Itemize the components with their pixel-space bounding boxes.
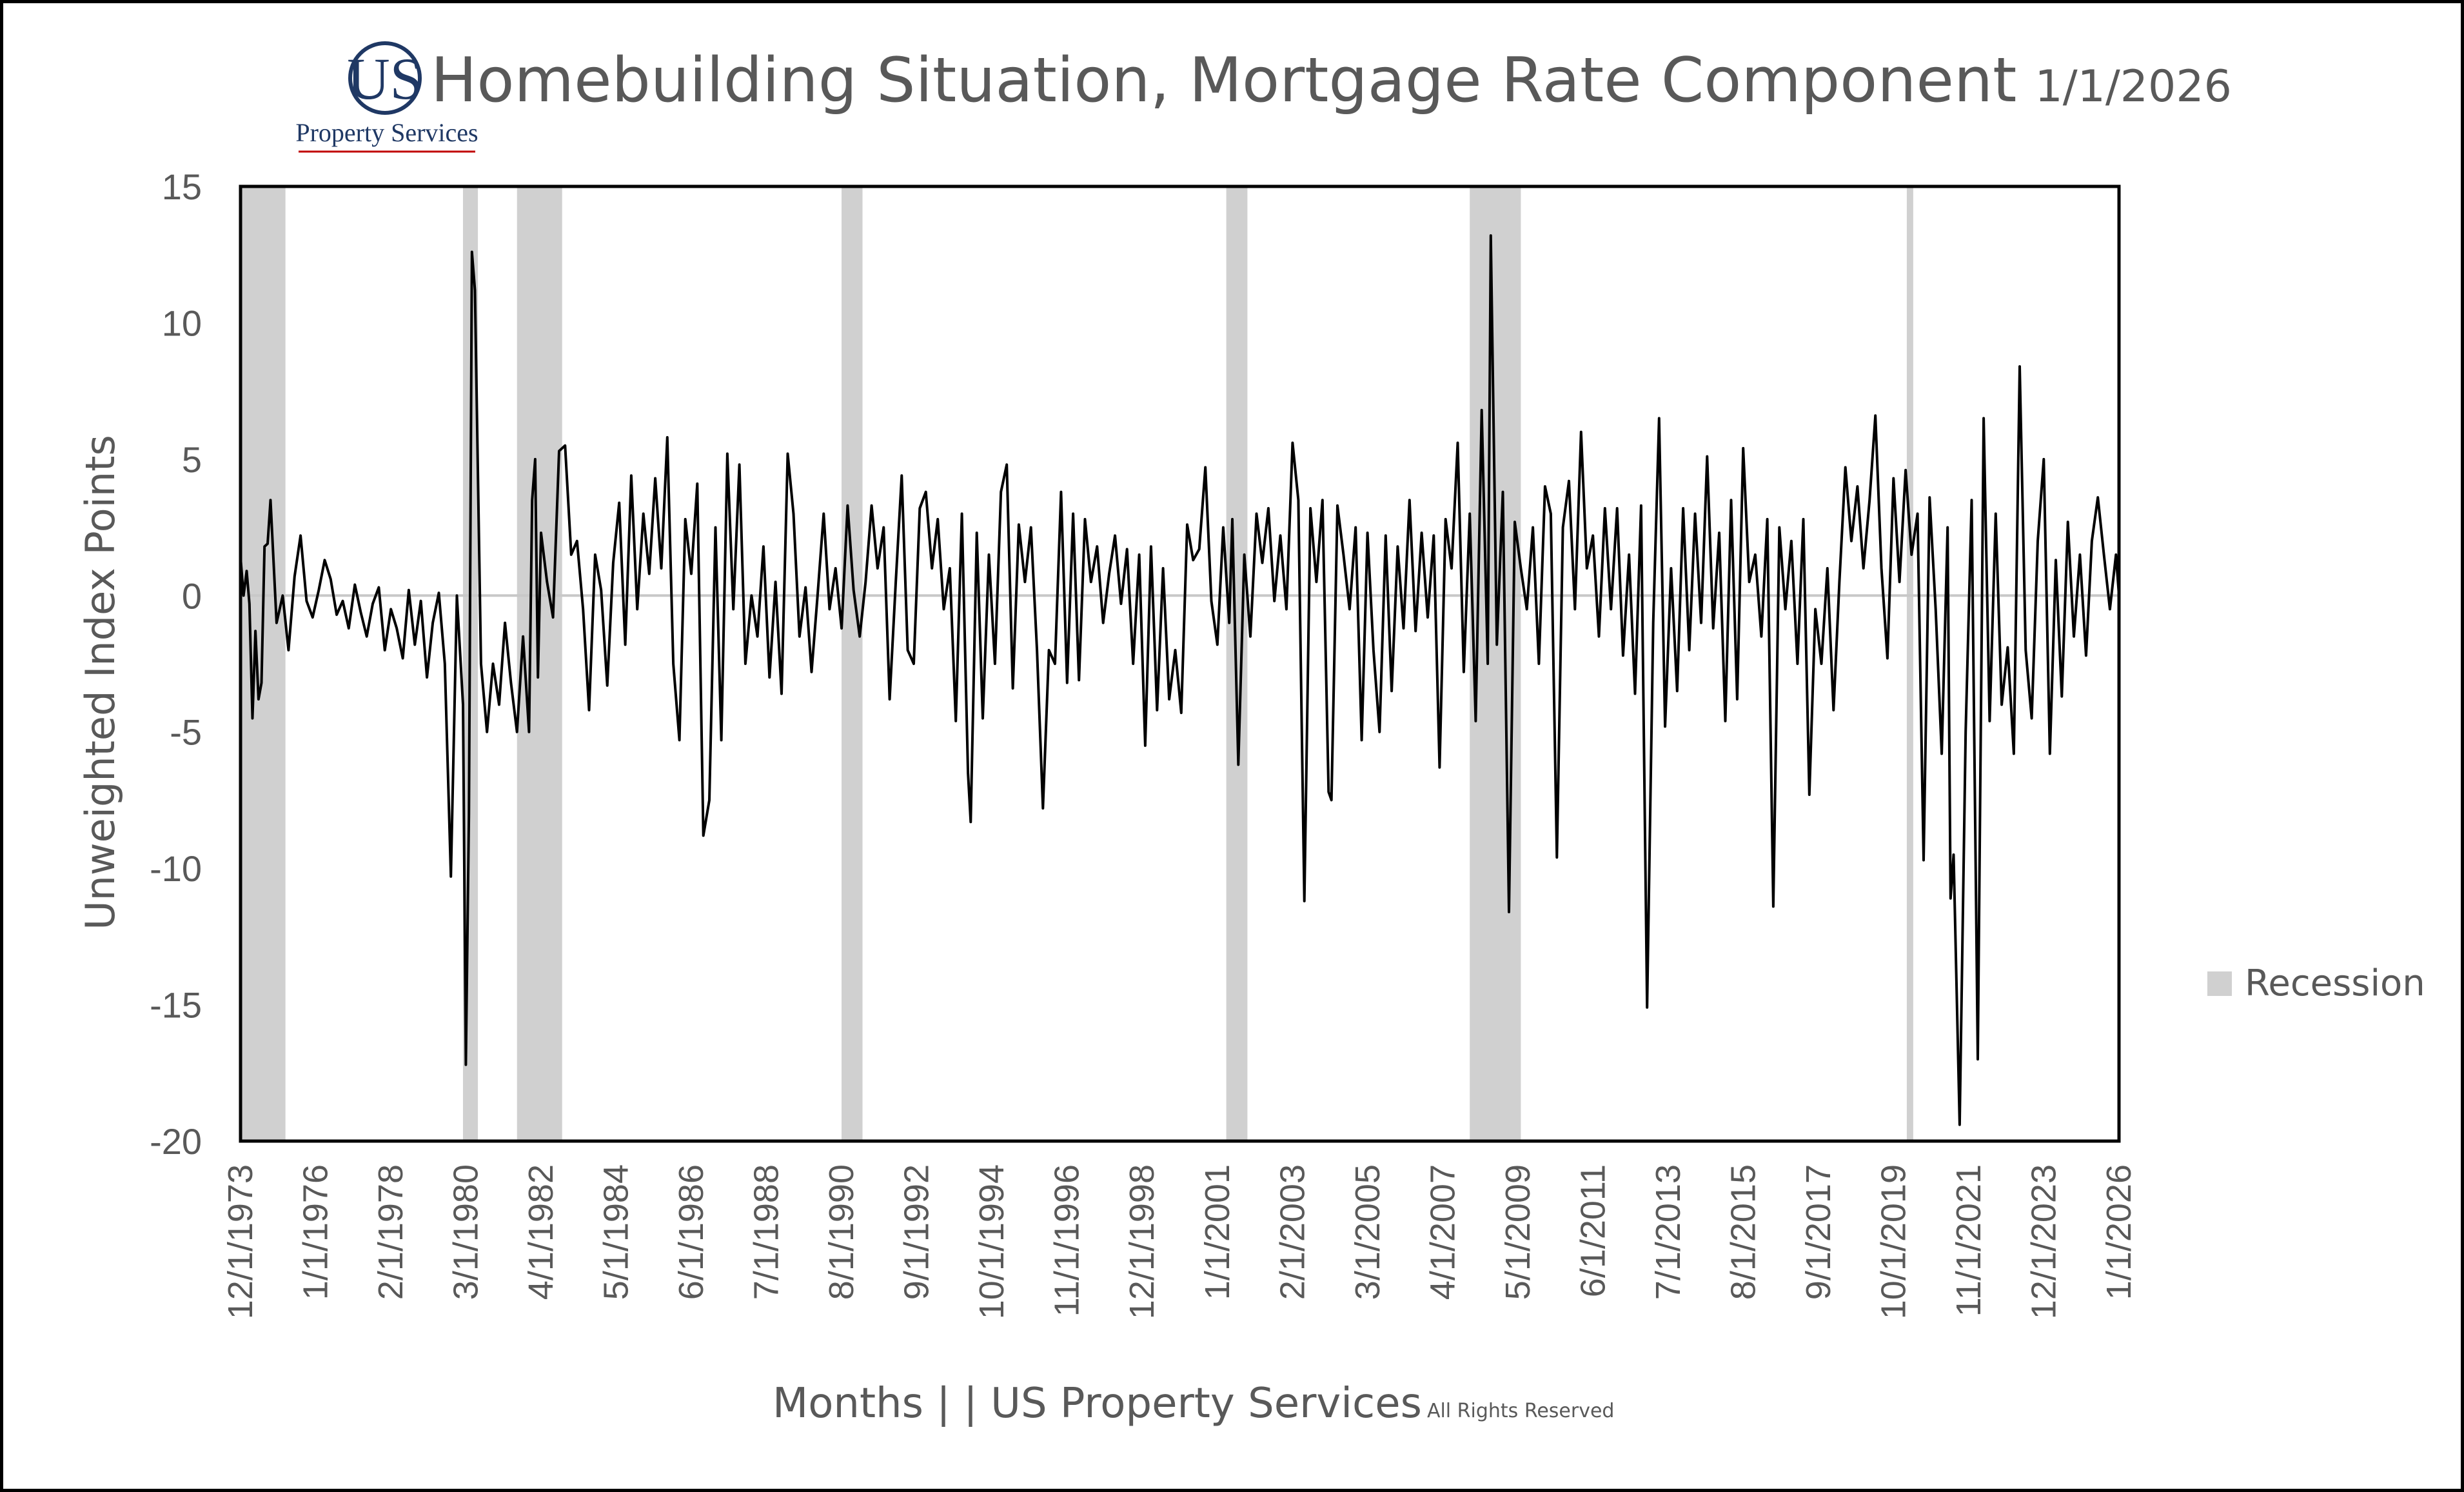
- chart-title-date: 1/1/2026: [2035, 61, 2231, 112]
- x-tick-label: 7/1/2013: [1649, 1164, 1688, 1300]
- legend: Recession: [2207, 962, 2425, 1004]
- x-axis-ticks: 12/1/1973 1/1/1976 2/1/1978 3/1/1980 4/1/198…: [221, 1164, 2138, 1319]
- y-tick-label: 10: [162, 303, 202, 343]
- x-tick-label: 6/1/2011: [1573, 1164, 1612, 1297]
- series-line: [239, 234, 2120, 1126]
- x-tick-label: 6/1/1986: [672, 1164, 711, 1300]
- recession-band-3: [842, 186, 863, 1141]
- x-axis-label-note: All Rights Reserved: [1427, 1400, 1615, 1422]
- x-tick-label: 9/1/2017: [1799, 1164, 1838, 1300]
- x-tick-label: 5/1/1984: [597, 1164, 636, 1300]
- chart-title: Homebuilding Situation, Mortgage Rate Co…: [431, 45, 2232, 116]
- logo-letters: US: [347, 46, 423, 112]
- plot-border: [239, 184, 2121, 1143]
- y-tick-label: 15: [162, 166, 202, 207]
- x-axis-label-main: Months | | US Property Services: [773, 1380, 1422, 1427]
- x-tick-label: 9/1/1992: [898, 1164, 936, 1300]
- y-axis-label: Unweighted Index Points: [77, 435, 124, 930]
- x-axis-label: Months | | US Property Services All Right…: [773, 1380, 1614, 1427]
- x-tick-label: 4/1/2007: [1423, 1164, 1462, 1300]
- y-tick-label: 0: [182, 575, 202, 616]
- x-tick-label: 12/1/2023: [2025, 1164, 2064, 1319]
- x-tick-label: 2/1/2003: [1273, 1164, 1312, 1300]
- x-tick-label: 11/1/1996: [1048, 1164, 1087, 1317]
- x-tick-label: 3/1/1980: [447, 1164, 486, 1300]
- logo-ring: [348, 41, 422, 115]
- logo-subtitle: Property Services: [295, 118, 478, 147]
- x-tick-label: 1/1/1976: [297, 1164, 335, 1300]
- y-tick-label: -5: [170, 712, 202, 753]
- x-tick-label: 4/1/1982: [522, 1164, 560, 1300]
- x-tick-label: 10/1/1994: [972, 1164, 1011, 1319]
- x-tick-label: 1/1/2001: [1198, 1164, 1237, 1300]
- x-tick-label: 3/1/2005: [1348, 1164, 1387, 1300]
- y-tick-label: 5: [182, 439, 202, 480]
- y-axis-ticks: 15 10 5 0 -5 -10 -15 -20: [150, 166, 202, 1162]
- x-tick-label: 10/1/2019: [1874, 1164, 1913, 1319]
- legend-label-recession: Recession: [2245, 962, 2425, 1004]
- y-tick-label: -10: [150, 848, 202, 889]
- y-tick-label: -15: [150, 985, 202, 1026]
- recession-bands: [241, 186, 1913, 1141]
- company-logo: US Property Services: [295, 41, 478, 153]
- chart-title-main: Homebuilding Situation, Mortgage Rate Co…: [431, 45, 2016, 116]
- x-tick-label: 1/1/2026: [2100, 1164, 2138, 1300]
- x-tick-label: 7/1/1988: [747, 1164, 786, 1300]
- legend-swatch-recession: [2207, 971, 2232, 996]
- x-tick-label: 12/1/1973: [221, 1164, 260, 1319]
- x-tick-label: 5/1/2009: [1499, 1164, 1537, 1300]
- x-tick-label: 2/1/1978: [371, 1164, 410, 1300]
- x-tick-label: 12/1/1998: [1123, 1164, 1161, 1319]
- chart-svg: US Property Services Homebuilding Situat…: [77, 41, 2425, 1427]
- recession-band-6: [1906, 186, 1913, 1141]
- y-tick-label: -20: [150, 1121, 202, 1162]
- x-tick-label: 11/1/2021: [1949, 1164, 1988, 1317]
- x-tick-label: 8/1/1990: [822, 1164, 861, 1300]
- x-tick-label: 8/1/2015: [1724, 1164, 1762, 1300]
